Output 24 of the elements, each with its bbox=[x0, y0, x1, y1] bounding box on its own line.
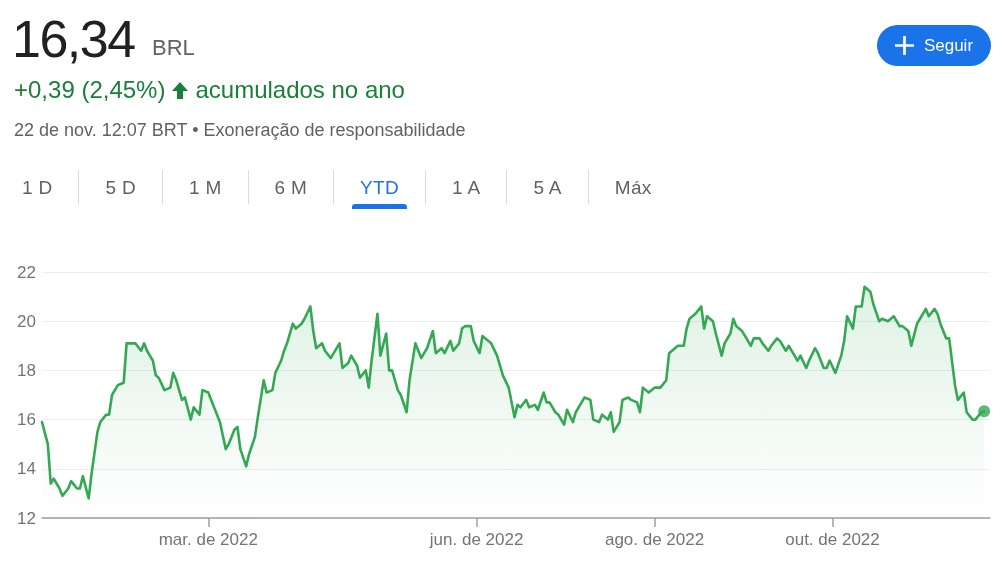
x-tick-label: mar. de 2022 bbox=[158, 530, 258, 549]
text: BRL bbox=[152, 35, 195, 60]
x-tick-label: out. de 2022 bbox=[785, 530, 880, 549]
text: 6 M bbox=[274, 176, 308, 200]
x-tick-label: ago. de 2022 bbox=[604, 530, 705, 549]
y-tick-label: 12 bbox=[17, 508, 36, 528]
text: Máx bbox=[614, 176, 652, 200]
pill-button[interactable]: Seguir bbox=[877, 25, 991, 66]
text: 5 D bbox=[105, 176, 136, 200]
text: 1 M bbox=[188, 176, 222, 200]
text: YTD bbox=[360, 176, 399, 200]
y-tick-label: 14 bbox=[17, 459, 36, 479]
text: 1 A bbox=[452, 176, 481, 200]
y-tick-label: 20 bbox=[17, 311, 36, 331]
text: +0,39 (2,45%) bbox=[14, 76, 166, 104]
text: 22 de nov. 12:07 BRT • Exoneração de responsabilidade bbox=[14, 119, 466, 141]
text: 5 A bbox=[533, 176, 562, 200]
y-tick-label: 18 bbox=[17, 360, 36, 380]
text: acumulados no ano bbox=[195, 76, 405, 104]
x-tick-label: jun. de 2022 bbox=[428, 530, 524, 549]
chart-title: 16,34 bbox=[12, 10, 135, 68]
text: 1 D bbox=[22, 176, 53, 200]
y-tick-label: 16 bbox=[17, 410, 36, 430]
y-tick-label: 22 bbox=[17, 262, 36, 282]
